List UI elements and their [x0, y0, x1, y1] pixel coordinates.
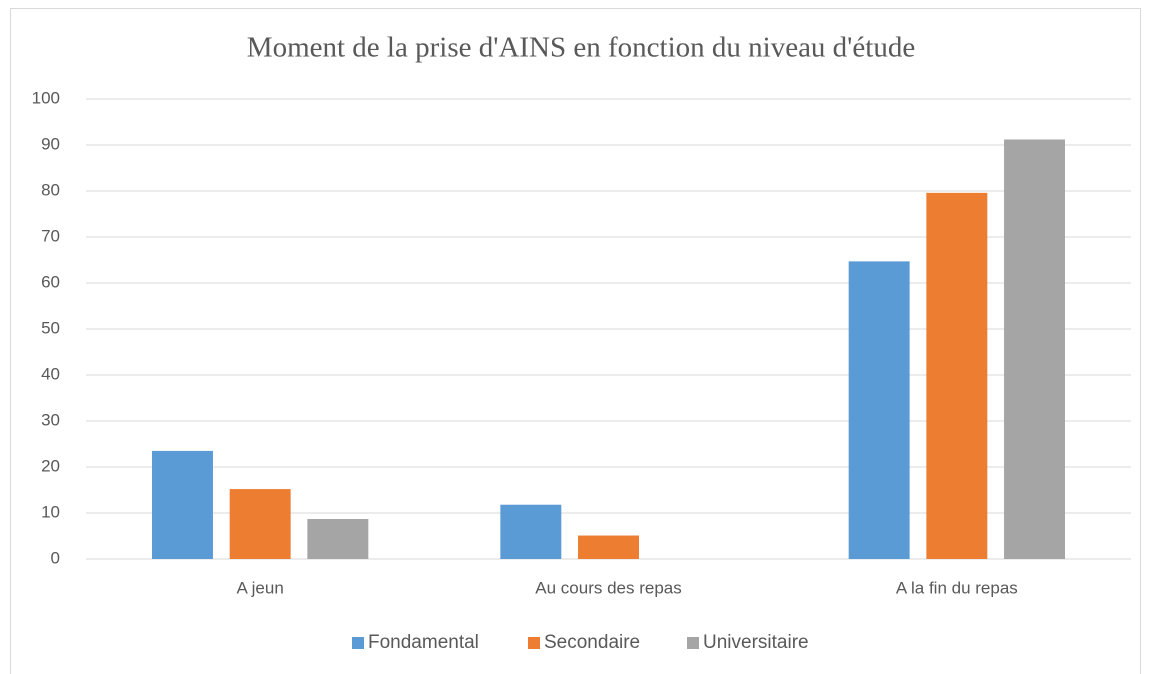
y-tick-label: 100 [32, 88, 60, 107]
y-tick-label: 0 [51, 548, 60, 567]
bar [926, 192, 988, 559]
y-tick-label: 90 [41, 134, 60, 153]
y-tick-label: 70 [41, 226, 60, 245]
bar [229, 489, 291, 559]
legend-label: Secondaire [544, 632, 640, 653]
y-tick-label: 20 [41, 456, 60, 475]
bar [848, 261, 910, 559]
y-tick-label: 50 [41, 318, 60, 337]
bar [578, 535, 639, 559]
legend-label: Universitaire [703, 632, 809, 653]
bar [307, 518, 369, 559]
x-tick-label: A la fin du repas [896, 578, 1018, 597]
y-tick-label: 60 [41, 272, 60, 291]
bar [500, 504, 562, 559]
chart-title: Moment de la prise d'AINS en fonction du… [247, 32, 915, 64]
bar [1004, 139, 1065, 560]
y-tick-label: 10 [41, 502, 60, 521]
y-tick-label: 30 [41, 410, 60, 429]
bar [152, 450, 213, 559]
legend-swatch [687, 637, 699, 649]
legend-swatch [352, 637, 364, 649]
y-tick-label: 80 [41, 180, 60, 199]
y-tick-label: 40 [41, 364, 60, 383]
legend-label: Fondamental [368, 632, 479, 653]
x-tick-label: A jeun [237, 578, 284, 597]
legend-swatch [528, 637, 540, 649]
x-tick-label: Au cours des repas [535, 578, 681, 597]
